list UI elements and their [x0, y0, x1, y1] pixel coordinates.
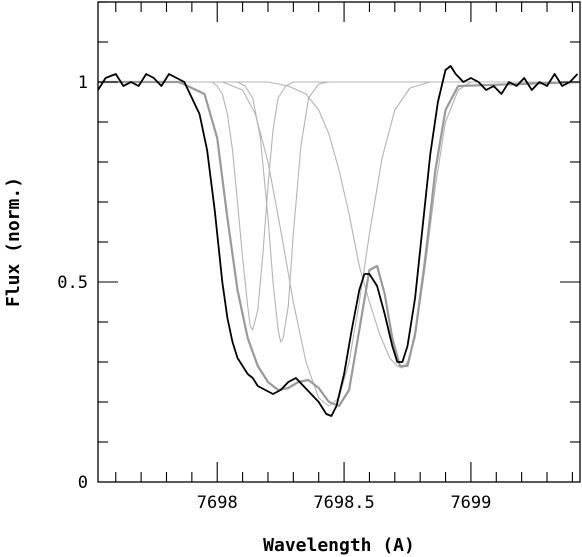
x-tick-label: 7699 — [450, 493, 491, 513]
y-tick-label: 0 — [78, 473, 88, 493]
series-line-component-1 — [98, 81, 580, 331]
x-tick-label: 7698.5 — [313, 493, 374, 513]
series-line-observed — [97, 65, 579, 417]
series-layer — [97, 65, 581, 417]
y-axis-title: Flux (norm.) — [3, 177, 24, 307]
axis-ticks — [98, 1, 580, 483]
series-line-component-2 — [98, 81, 580, 343]
y-tick-label: 1 — [78, 73, 88, 93]
x-tick-label: 7698 — [197, 493, 238, 513]
series-line-model-total — [98, 80, 581, 408]
tick-labels: 7698 7698.5 7699 0 0.5 1 — [57, 73, 491, 513]
x-axis-title: Wavelength (A) — [263, 535, 415, 556]
series-line-component-3 — [98, 81, 580, 407]
series-line-component-4 — [98, 81, 580, 369]
y-tick-label: 0.5 — [57, 273, 88, 293]
